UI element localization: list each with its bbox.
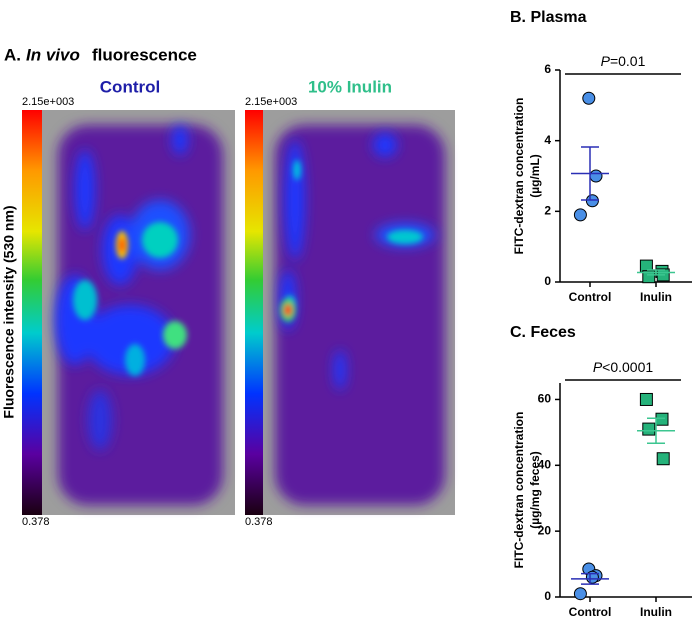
data-point (642, 422, 656, 436)
y-tick-label: 0 (544, 589, 551, 603)
data-point (573, 208, 587, 222)
colorbar-max: 2.15e+003 (245, 96, 297, 108)
data-point (589, 169, 603, 183)
chart-title: C. Feces (510, 324, 576, 341)
y-axis-label: (µg/mg feces) (528, 451, 542, 529)
p-value: =0.01 (610, 53, 646, 69)
data-point (656, 452, 670, 466)
x-tick-label: Inulin (640, 290, 672, 304)
image-title: Control (100, 77, 160, 96)
colorbar-min: 0.378 (245, 516, 273, 528)
y-tick-label: 0 (544, 274, 551, 288)
y-axis-label: FITC-dextran concentration (512, 98, 526, 255)
image-title: 10% Inulin (308, 77, 392, 96)
fluorescence-image (263, 110, 455, 515)
x-tick-label: Inulin (640, 605, 672, 619)
p-value: <0.0001 (602, 359, 653, 375)
y-tick-label: 20 (538, 523, 552, 537)
p-symbol: P (593, 359, 603, 375)
panel-title: In vivo (26, 45, 80, 64)
y-axis-label: FITC-dextran concentration (512, 412, 526, 569)
y-tick-label: 4 (544, 133, 551, 147)
colorbar-max: 2.15e+003 (22, 96, 74, 108)
colorbar-min: 0.378 (22, 516, 50, 528)
colorbar (245, 110, 263, 515)
y-tick-label: 60 (538, 392, 552, 406)
y-axis-label: Fluorescence intensity (530 nm) (1, 205, 17, 418)
p-symbol: P (601, 53, 611, 69)
significance-label: P=0.01 (601, 53, 646, 69)
x-tick-label: Control (569, 605, 612, 619)
colorbar (22, 110, 42, 515)
y-axis-label: (µg/mL) (528, 154, 542, 198)
data-point (573, 587, 587, 601)
y-tick-label: 2 (544, 204, 551, 218)
fluorescence-image (42, 110, 235, 515)
y-tick-label: 40 (538, 457, 552, 471)
data-point (655, 412, 669, 426)
panel-label: A. (4, 45, 21, 64)
y-tick-label: 6 (544, 62, 551, 76)
panel-title: fluorescence (92, 45, 197, 64)
x-tick-label: Control (569, 290, 612, 304)
significance-label: P<0.0001 (593, 359, 654, 375)
data-point (582, 91, 596, 105)
data-point (639, 392, 653, 406)
chart-title: B. Plasma (510, 9, 587, 26)
